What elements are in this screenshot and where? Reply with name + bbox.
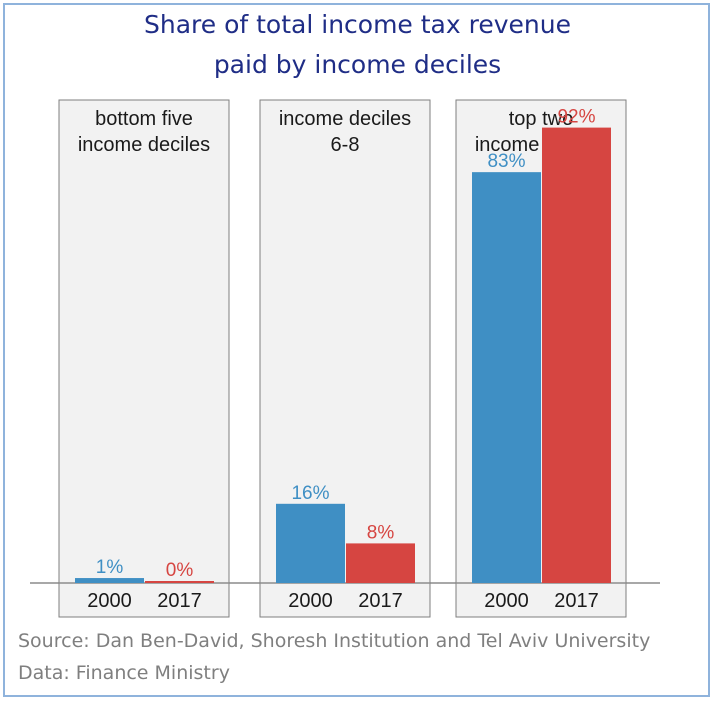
panel-2-label-line-2: 6-8: [331, 134, 360, 156]
tick-label-panel-1-2000: 2000: [87, 590, 132, 612]
bar-panel-3-2017: [542, 127, 611, 583]
tick-label-panel-2-2017: 2017: [358, 590, 403, 612]
bar-panel-3-2000: [472, 172, 541, 583]
data-source-line: Data: Finance Ministry: [18, 662, 230, 684]
data-label-panel-1-2017: 0%: [166, 560, 194, 581]
chart-title-line-2: paid by income deciles: [213, 50, 502, 79]
data-label-panel-1-2000: 1%: [96, 557, 124, 578]
tick-label-panel-3-2000: 2000: [484, 590, 529, 612]
tick-label-panel-3-2017: 2017: [554, 590, 599, 612]
bar-panel-2-2017: [346, 543, 415, 583]
source-line: Source: Dan Ben-David, Shoresh Instituti…: [18, 630, 651, 652]
data-label-panel-2-2000: 16%: [291, 483, 329, 504]
tick-label-panel-1-2017: 2017: [157, 590, 202, 612]
chart-title-line-1: Share of total income tax revenue: [144, 10, 571, 39]
panel-1-background: [58, 99, 230, 618]
data-label-panel-3-2000: 83%: [487, 151, 525, 172]
data-label-panel-3-2017: 92%: [557, 107, 595, 128]
tick-label-panel-2-2000: 2000: [288, 590, 333, 612]
bar-panel-1-2017: [145, 581, 214, 583]
panel-1-label-line-2: income deciles: [78, 134, 210, 156]
data-label-panel-2-2017: 8%: [367, 522, 395, 543]
bar-panel-2-2000: [276, 503, 345, 583]
panel-1-label-line-1: bottom five: [95, 108, 193, 130]
panel-2-label-line-1: income deciles: [279, 108, 411, 130]
bar-panel-1-2000: [75, 578, 144, 583]
panel-3-label-line-1: top two: [509, 108, 573, 130]
